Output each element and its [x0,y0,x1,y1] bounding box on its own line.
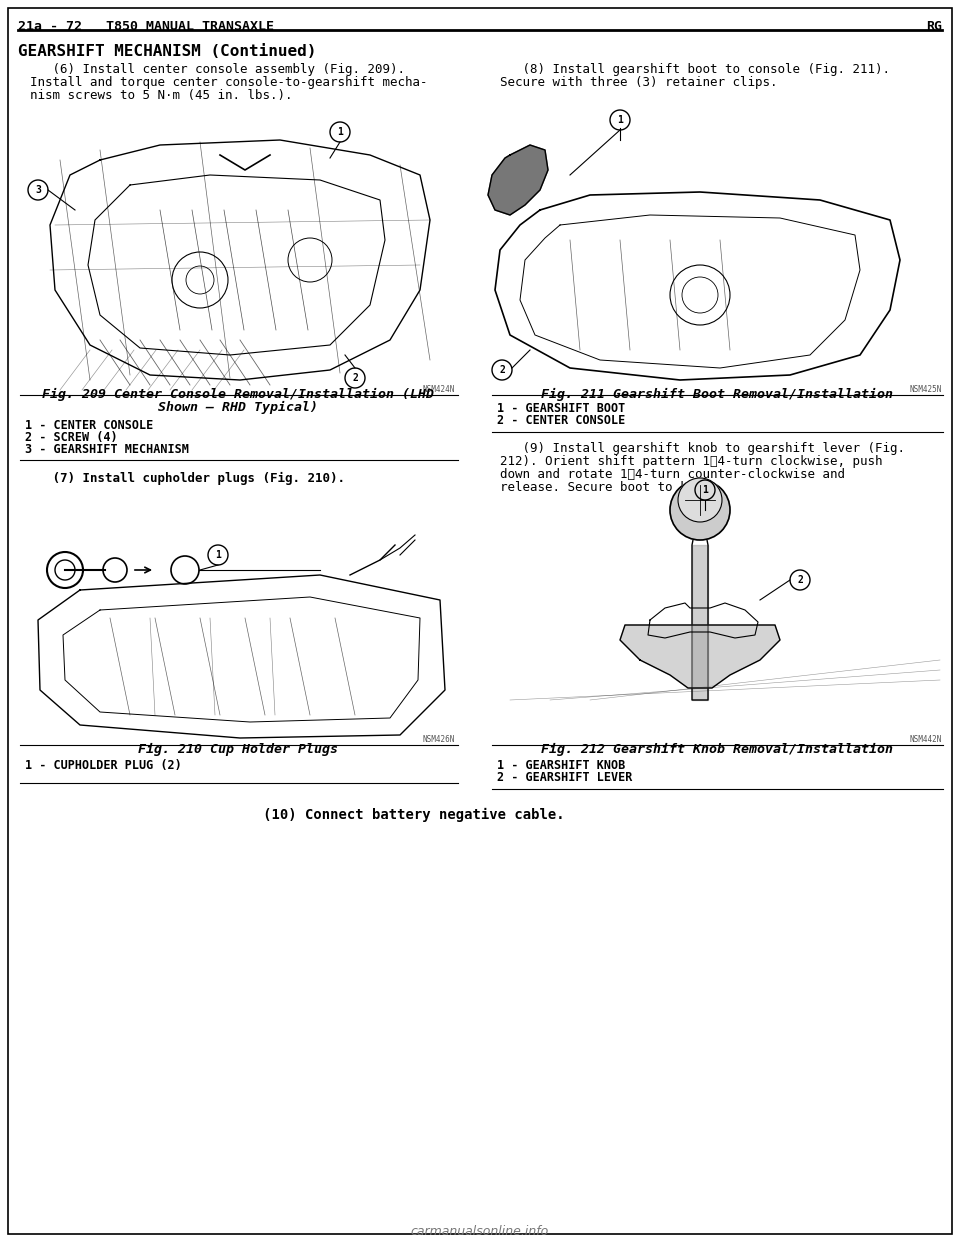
Text: RG: RG [926,20,942,34]
Text: 212). Orient shift pattern 1⁄4-turn clockwise, push: 212). Orient shift pattern 1⁄4-turn cloc… [500,455,882,468]
Text: carmanualsonline.info: carmanualsonline.info [411,1225,549,1238]
Text: down and rotate 1⁄4-turn counter-clockwise and: down and rotate 1⁄4-turn counter-clockwi… [500,468,845,481]
Text: 3: 3 [36,185,41,195]
Text: NSM426N: NSM426N [422,735,455,744]
Text: release. Secure boot to knob.: release. Secure boot to knob. [500,481,717,494]
Text: NSM425N: NSM425N [910,385,942,394]
Bar [22,111,456,390]
Text: 2 - SCREW (4): 2 - SCREW (4) [25,431,118,443]
Text: 2 - CENTER CONSOLE: 2 - CENTER CONSOLE [497,414,625,427]
Text: NSM424N: NSM424N [422,385,455,394]
Text: 1: 1 [337,127,343,137]
Bar [22,491,456,740]
Text: Fig. 210 Cup Holder Plugs: Fig. 210 Cup Holder Plugs [138,743,338,756]
Text: NSM442N: NSM442N [910,735,942,744]
Text: 1 - GEARSHIFT BOOT: 1 - GEARSHIFT BOOT [497,402,625,415]
Text: (7) Install cupholder plugs (Fig. 210).: (7) Install cupholder plugs (Fig. 210). [30,472,345,486]
Polygon shape [488,145,548,215]
Text: 1 - CENTER CONSOLE: 1 - CENTER CONSOLE [25,419,154,432]
Text: 1: 1 [617,116,623,125]
Text: GEARSHIFT MECHANISM (Continued): GEARSHIFT MECHANISM (Continued) [18,43,317,60]
Circle shape [678,478,722,522]
Text: nism screws to 5 N·m (45 in. lbs.).: nism screws to 5 N·m (45 in. lbs.). [30,89,293,102]
Text: Secure with three (3) retainer clips.: Secure with three (3) retainer clips. [500,76,778,89]
Text: Fig. 212 Gearshift Knob Removal/Installation: Fig. 212 Gearshift Knob Removal/Installa… [541,743,893,756]
Text: 1 - CUPHOLDER PLUG (2): 1 - CUPHOLDER PLUG (2) [25,759,181,773]
Text: 21a - 72   T850 MANUAL TRANSAXLE: 21a - 72 T850 MANUAL TRANSAXLE [18,20,274,34]
Text: 2: 2 [352,373,358,383]
Text: Install and torque center console-to-gearshift mecha-: Install and torque center console-to-gea… [30,76,427,89]
Text: (9) Install gearshift knob to gearshift lever (Fig.: (9) Install gearshift knob to gearshift … [500,442,905,455]
Bar [492,111,943,390]
Text: Shown — RHD Typical): Shown — RHD Typical) [158,401,318,414]
Text: 2: 2 [499,365,505,375]
Text: (6) Install center console assembly (Fig. 209).: (6) Install center console assembly (Fig… [30,63,405,76]
Text: 1 - GEARSHIFT KNOB: 1 - GEARSHIFT KNOB [497,759,625,773]
Text: Fig. 211 Gearshift Boot Removal/Installation: Fig. 211 Gearshift Boot Removal/Installa… [541,388,893,401]
Text: (8) Install gearshift boot to console (Fig. 211).: (8) Install gearshift boot to console (F… [500,63,890,76]
Text: 1: 1 [215,550,221,560]
Text: 1: 1 [702,484,708,496]
Text: 2 - GEARSHIFT LEVER: 2 - GEARSHIFT LEVER [497,771,633,784]
Polygon shape [620,625,780,688]
Text: 2: 2 [797,575,803,585]
Bar [492,491,943,740]
Circle shape [670,479,730,540]
Text: 3 - GEARSHIFT MECHANISM: 3 - GEARSHIFT MECHANISM [25,443,189,456]
Polygon shape [692,545,708,700]
Text: Fig. 209 Center Console Removal/Installation (LHD: Fig. 209 Center Console Removal/Installa… [42,388,434,401]
Text: (10) Connect battery negative cable.: (10) Connect battery negative cable. [238,809,564,822]
